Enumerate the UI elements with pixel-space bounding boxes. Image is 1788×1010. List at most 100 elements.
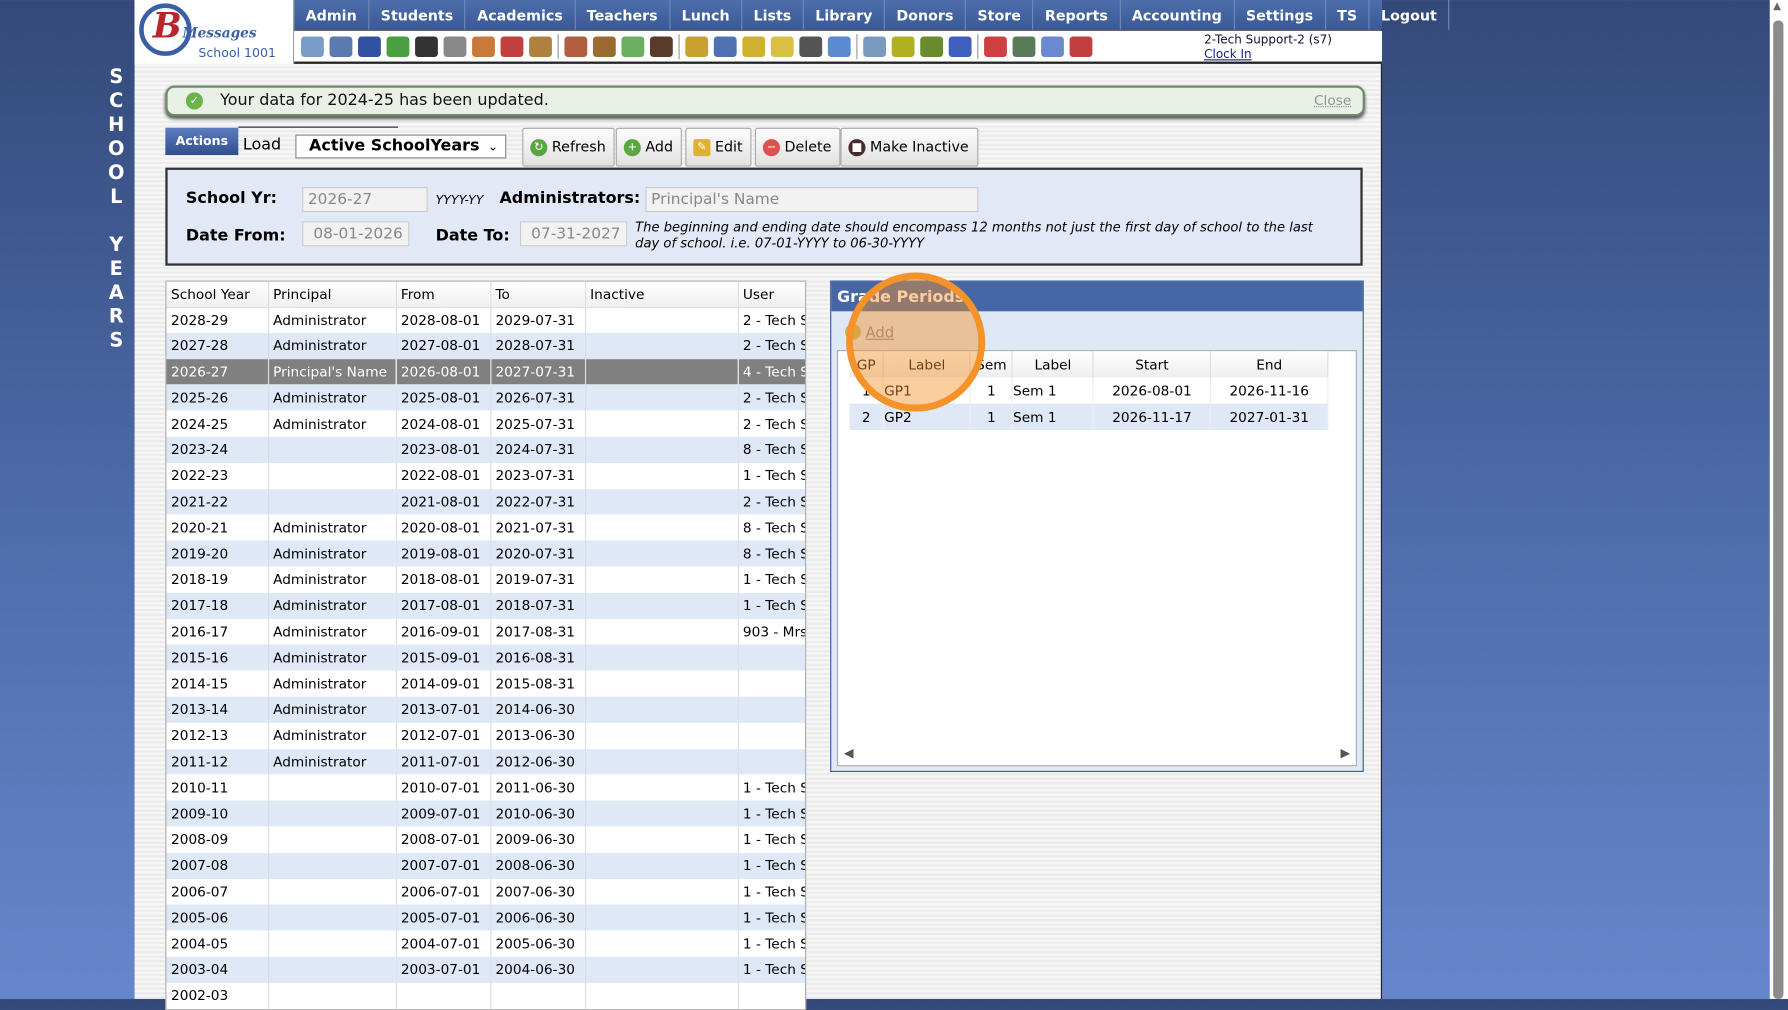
search-icon[interactable] (301, 35, 324, 57)
speaker-icon[interactable] (443, 35, 467, 57)
card-icon[interactable] (891, 35, 915, 57)
table-row[interactable]: 2010-11 2010-07-01 2011-06-30 1 - Tech S (166, 774, 806, 801)
table-row[interactable]: 2021-22 2021-08-01 2022-07-31 2 - Tech S (166, 488, 806, 515)
column-header[interactable]: Start (1093, 351, 1212, 378)
chat-icon[interactable] (386, 35, 410, 57)
table-row[interactable]: 2004-05 2004-07-01 2005-06-30 1 - Tech S (166, 930, 806, 957)
table-row[interactable]: 2024-25 Administrator 2024-08-01 2025-07-31… (166, 410, 806, 437)
title-letter: Y (109, 233, 124, 257)
nav-store[interactable]: Store (966, 0, 1034, 30)
calendar-icon[interactable] (500, 35, 524, 57)
table-row[interactable]: 2007-08 2007-07-01 2008-06-30 1 - Tech S (166, 852, 806, 879)
table-row[interactable]: 2016-17 Administrator 2016-09-01 2017-08-31… (166, 618, 806, 645)
table-row[interactable]: 2018-19 Administrator 2018-08-01 2019-07-31… (166, 566, 806, 593)
phone-icon[interactable] (415, 35, 438, 57)
nav-library[interactable]: Library (804, 0, 885, 30)
table-cell: 2024-07-31 (490, 436, 586, 463)
table-row[interactable]: 2009-10 2009-07-01 2010-06-30 1 - Tech S (166, 800, 806, 827)
table-row[interactable]: 2015-16 Administrator 2015-09-01 2016-08-31 (166, 644, 806, 671)
table-row[interactable]: 2020-21 Administrator 2020-08-01 2021-07-31… (166, 514, 806, 541)
table-row[interactable]: 2017-18 Administrator 2017-08-01 2018-07-31… (166, 592, 806, 619)
ap-icon[interactable] (948, 35, 972, 57)
nav-donors[interactable]: Donors (885, 0, 966, 30)
tag-yellow-icon[interactable] (742, 35, 766, 57)
nav-accounting[interactable]: Accounting (1120, 0, 1235, 30)
table-row[interactable]: 2027-28 Administrator 2027-08-01 2028-07-31… (166, 332, 806, 359)
email-icon[interactable] (358, 35, 381, 57)
refresh-button[interactable]: ↻ Refresh (522, 127, 615, 167)
table-row[interactable]: 2013-14 Administrator 2013-07-01 2014-06-30 (166, 696, 806, 723)
school-year-input[interactable]: 2026-27 (302, 187, 428, 213)
book-icon[interactable] (713, 35, 737, 57)
export-icon[interactable] (770, 35, 794, 57)
column-header[interactable]: End (1210, 351, 1329, 378)
lunch-icon[interactable] (685, 35, 709, 57)
table-cell: 2007-08 (166, 852, 269, 879)
logo[interactable]: B Messages School 1001 (134, 0, 295, 64)
column-header[interactable]: Principal (267, 281, 397, 308)
nav-reports[interactable]: Reports (1034, 0, 1121, 30)
column-header[interactable]: From (395, 281, 491, 308)
clock-icon[interactable] (827, 35, 851, 57)
person-icon[interactable] (799, 35, 823, 57)
clock-in-link[interactable]: Clock In (1204, 47, 1252, 62)
table-row[interactable]: 2006-07 2006-07-01 2007-06-30 1 - Tech S (166, 878, 806, 905)
nav-logout[interactable]: Logout (1370, 0, 1450, 30)
column-header[interactable]: To (490, 281, 586, 308)
user-icon[interactable] (592, 35, 616, 57)
table-row[interactable]: 2022-23 2022-08-01 2023-07-31 1 - Tech S (166, 462, 806, 489)
column-header[interactable]: User (737, 281, 806, 308)
table-row[interactable]: 2014-15 Administrator 2014-09-01 2015-08-31 (166, 670, 806, 697)
megaphone-icon[interactable] (529, 35, 552, 57)
list-icon[interactable] (863, 35, 887, 57)
table-row[interactable]: 2011-12 Administrator 2011-07-01 2012-06-30 (166, 748, 806, 775)
column-header[interactable]: School Year (166, 281, 269, 308)
table-row[interactable]: 2008-09 2008-07-01 2009-06-30 1 - Tech S (166, 826, 806, 853)
power-icon[interactable] (1069, 35, 1093, 57)
column-header[interactable]: Inactive (584, 281, 739, 308)
delete-button[interactable]: − Delete (754, 127, 841, 167)
nav-admin[interactable]: Admin (294, 0, 370, 30)
tag-icon[interactable] (621, 35, 645, 57)
administrators-input[interactable]: Principal's Name (645, 187, 979, 213)
actions-tab[interactable]: Actions (165, 127, 239, 156)
table-row[interactable]: 2028-29 Administrator 2028-08-01 2029-07-31… (166, 306, 806, 333)
column-header[interactable]: Label (1012, 351, 1094, 378)
nav-students[interactable]: Students (369, 0, 466, 30)
table-row[interactable]: 2023-24 2023-08-01 2024-07-31 8 - Tech S (166, 436, 806, 463)
table-row[interactable]: 2025-26 Administrator 2025-08-01 2026-07-31… (166, 384, 806, 411)
load-select[interactable]: Active SchoolYears ⌄ (295, 134, 507, 159)
nav-teachers[interactable]: Teachers (575, 0, 671, 30)
table-cell: 2026-11-17 (1093, 403, 1212, 430)
close-notice-button[interactable]: Close (1313, 92, 1352, 109)
edit-button[interactable]: ✎ Edit (685, 127, 752, 167)
printer-icon[interactable] (920, 35, 944, 57)
date-from-input[interactable]: 08-01-2026 (302, 221, 410, 247)
table-row[interactable]: 2005-06 2005-07-01 2006-06-30 1 - Tech S (166, 904, 806, 931)
nav-lunch[interactable]: Lunch (670, 0, 743, 30)
table-row[interactable]: 2012-13 Administrator 2012-07-01 2013-06-30 (166, 722, 806, 749)
table-row[interactable]: 2019-20 Administrator 2019-08-01 2020-07-31… (166, 540, 806, 567)
page-scrollbar[interactable]: ▲ (1769, 0, 1788, 999)
scroll-up-icon[interactable]: ▲ (1773, 1, 1782, 13)
make-inactive-button[interactable]: ■ Make Inactive (840, 127, 978, 167)
scroll-right-icon[interactable]: ▶ (1340, 745, 1351, 761)
date-to-input[interactable]: 07-31-2027 (519, 221, 628, 247)
pdf-icon[interactable] (984, 35, 1007, 57)
add-button[interactable]: + Add (615, 127, 683, 167)
table-row[interactable]: 2003-04 2003-07-01 2004-06-30 1 - Tech S (166, 956, 806, 983)
scroll-left-icon[interactable]: ◀ (843, 745, 854, 761)
horizontal-scrollbar[interactable]: ◀ ▶ (838, 742, 1356, 765)
money-icon[interactable] (1012, 35, 1036, 57)
users-icon[interactable] (649, 35, 673, 57)
table-row[interactable]: 2026-27 Principal's Name 2026-08-01 2027-07… (166, 358, 806, 385)
user-add-icon[interactable] (564, 35, 588, 57)
nav-ts[interactable]: TS (1326, 0, 1370, 30)
nav-academics[interactable]: Academics (466, 0, 576, 30)
calendar-grid-icon[interactable] (329, 35, 353, 57)
help-icon[interactable] (1041, 35, 1064, 57)
nav-lists[interactable]: Lists (742, 0, 804, 30)
table-row[interactable]: 2002-03 (166, 982, 806, 1009)
report-icon[interactable] (472, 35, 495, 57)
nav-settings[interactable]: Settings (1234, 0, 1326, 30)
